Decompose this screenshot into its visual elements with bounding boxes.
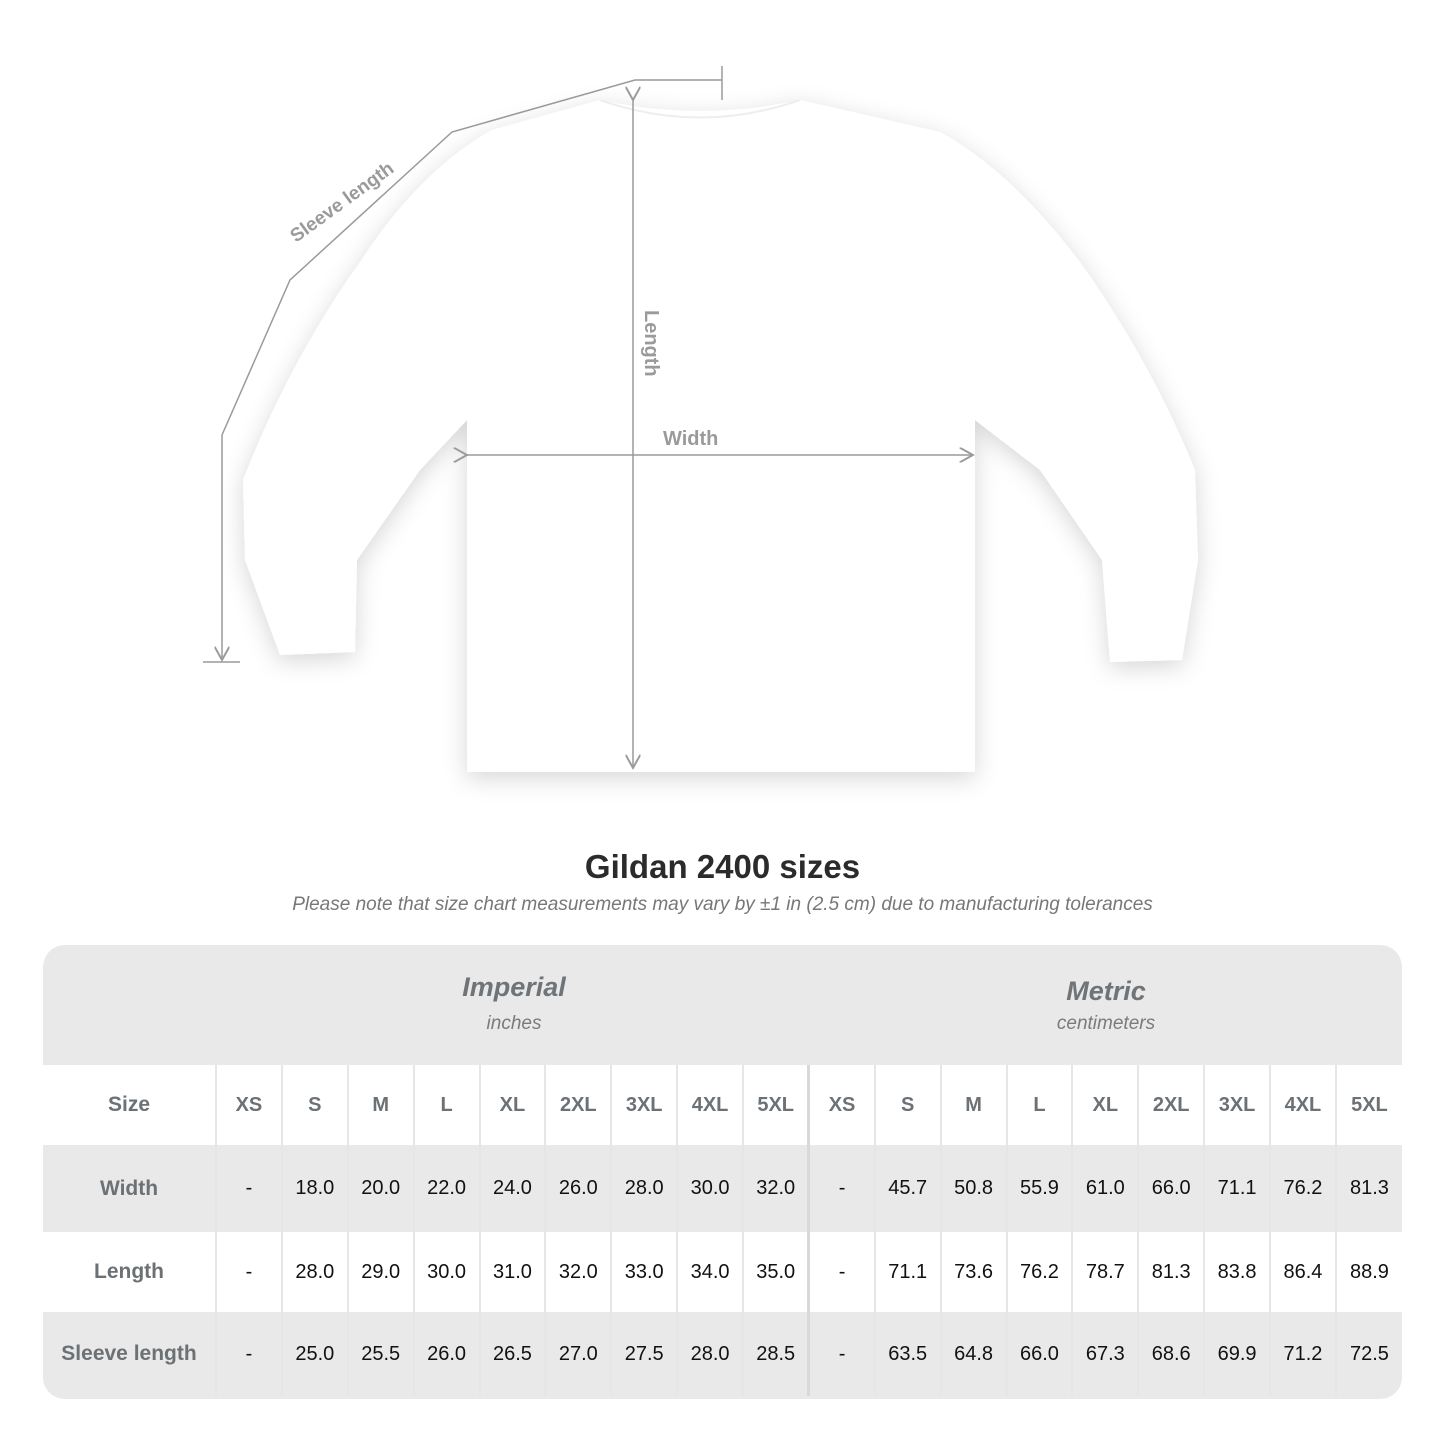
table-cell: 69.9 <box>1203 1312 1270 1396</box>
table-cell: 30.0 <box>412 1232 480 1312</box>
table-cell: 61.0 <box>1071 1145 1139 1232</box>
table-cell: - <box>215 1232 282 1312</box>
size-grid: Size XS S M L XL 2XL 3XL 4XL 5XL XS S M L XL 2XL 3XL 4XL 5… <box>43 1065 1402 1396</box>
table-cell: 30.0 <box>676 1145 743 1232</box>
table-cell: 76.2 <box>1269 1145 1336 1232</box>
table-cell: 31.0 <box>478 1232 546 1312</box>
table-cell: 32.0 <box>742 1145 809 1232</box>
table-cell: 66.0 <box>1005 1312 1073 1396</box>
table-cell: Sleeve length <box>43 1312 216 1396</box>
table-cell: 4XL <box>676 1065 743 1145</box>
table-cell: 18.0 <box>280 1145 348 1232</box>
table-cell: 66.0 <box>1137 1145 1205 1232</box>
table-cell: - <box>215 1312 282 1396</box>
table-cell: M <box>939 1065 1007 1145</box>
table-cell: 72.5 <box>1334 1312 1402 1396</box>
table-cell: XS <box>215 1065 282 1145</box>
table-cell: 81.3 <box>1137 1232 1205 1312</box>
table-cell: 71.2 <box>1269 1312 1336 1396</box>
table-cell: 83.8 <box>1203 1232 1270 1312</box>
table-cell: 26.5 <box>478 1312 546 1396</box>
table-cell: 81.3 <box>1334 1145 1402 1232</box>
table-cell: 28.5 <box>742 1312 809 1396</box>
table-cell: 4XL <box>1269 1065 1336 1145</box>
table-cell: 67.3 <box>1071 1312 1139 1396</box>
table-cell: 73.6 <box>939 1232 1007 1312</box>
table-cell: 28.0 <box>280 1232 348 1312</box>
table-cell: 64.8 <box>939 1312 1007 1396</box>
table-cell: 20.0 <box>346 1145 414 1232</box>
table-cell: 28.0 <box>610 1145 678 1232</box>
table-cell: XS <box>807 1065 875 1145</box>
table-cell: L <box>412 1065 480 1145</box>
table-cell: L <box>1005 1065 1073 1145</box>
table-cell: 34.0 <box>676 1232 743 1312</box>
table-cell: 27.0 <box>544 1312 612 1396</box>
table-cell: 76.2 <box>1005 1232 1073 1312</box>
page-title: Gildan 2400 sizes <box>584 848 861 885</box>
table-cell: 88.9 <box>1334 1232 1402 1312</box>
width-label: Width <box>663 428 718 450</box>
imperial-header: Imperial inches <box>462 972 566 1034</box>
table-cell: 26.0 <box>544 1145 612 1232</box>
size-header-row: Size XS S M L XL 2XL 3XL 4XL 5XL XS S M L XL 2XL 3XL 4XL 5… <box>43 1065 1402 1145</box>
table-cell: Width <box>43 1145 216 1232</box>
table-row: Sleeve length -25.0 25.5 26.0 26.5 27.0 27.5 28… <box>43 1312 1402 1396</box>
table-cell: 68.6 <box>1137 1312 1205 1396</box>
sleeve-length-line <box>222 79 722 660</box>
tolerance-note: Please note that size chart measurements… <box>292 894 1153 915</box>
table-cell: 86.4 <box>1269 1232 1336 1312</box>
table-cell: 33.0 <box>610 1232 678 1312</box>
table-cell: S <box>280 1065 348 1145</box>
table-row: Width -18.0 20.0 22.0 24.0 26.0 28.0 30.0 32.0-4… <box>43 1145 1402 1232</box>
table-cell: 26.0 <box>412 1312 480 1396</box>
table-row: Length -28.0 29.0 30.0 31.0 32.0 33.0 34.0 35.0-… <box>43 1232 1402 1312</box>
table-cell: 24.0 <box>478 1145 546 1232</box>
table-cell: 3XL <box>610 1065 678 1145</box>
size-table: Imperial inches Metric centimeters Size X… <box>43 945 1402 1399</box>
table-cell: S <box>873 1065 941 1145</box>
table-cell: Length <box>43 1232 216 1312</box>
table-cell: 45.7 <box>873 1145 941 1232</box>
table-cell: 22.0 <box>412 1145 480 1232</box>
table-cell: 71.1 <box>873 1232 941 1312</box>
table-cell: 3XL <box>1203 1065 1270 1145</box>
table-cell: 63.5 <box>873 1312 941 1396</box>
table-cell: 5XL <box>1334 1065 1402 1145</box>
table-cell: 71.1 <box>1203 1145 1270 1232</box>
table-cell: 2XL <box>544 1065 612 1145</box>
table-cell: - <box>215 1145 282 1232</box>
table-cell: M <box>346 1065 414 1145</box>
table-cell: 35.0 <box>742 1232 809 1312</box>
table-cell: XL <box>478 1065 546 1145</box>
shirt-diagram: Sleeve length Length Width <box>203 66 1198 772</box>
table-cell: - <box>807 1145 875 1232</box>
table-cell: Size <box>43 1065 216 1145</box>
length-label: Length <box>640 310 662 377</box>
table-cell: 55.9 <box>1005 1145 1073 1232</box>
table-cell: 28.0 <box>676 1312 743 1396</box>
table-cell: 78.7 <box>1071 1232 1139 1312</box>
table-cell: - <box>807 1312 875 1396</box>
long-sleeve-shirt <box>243 100 1198 772</box>
table-cell: 5XL <box>742 1065 809 1145</box>
table-cell: 27.5 <box>610 1312 678 1396</box>
table-cell: - <box>807 1232 875 1312</box>
table-cell: 2XL <box>1137 1065 1205 1145</box>
table-cell: 25.0 <box>280 1312 348 1396</box>
table-cell: 50.8 <box>939 1145 1007 1232</box>
table-cell: 25.5 <box>346 1312 414 1396</box>
table-cell: XL <box>1071 1065 1139 1145</box>
table-cell: 29.0 <box>346 1232 414 1312</box>
metric-header: Metric centimeters <box>1056 976 1156 1034</box>
table-cell: 32.0 <box>544 1232 612 1312</box>
